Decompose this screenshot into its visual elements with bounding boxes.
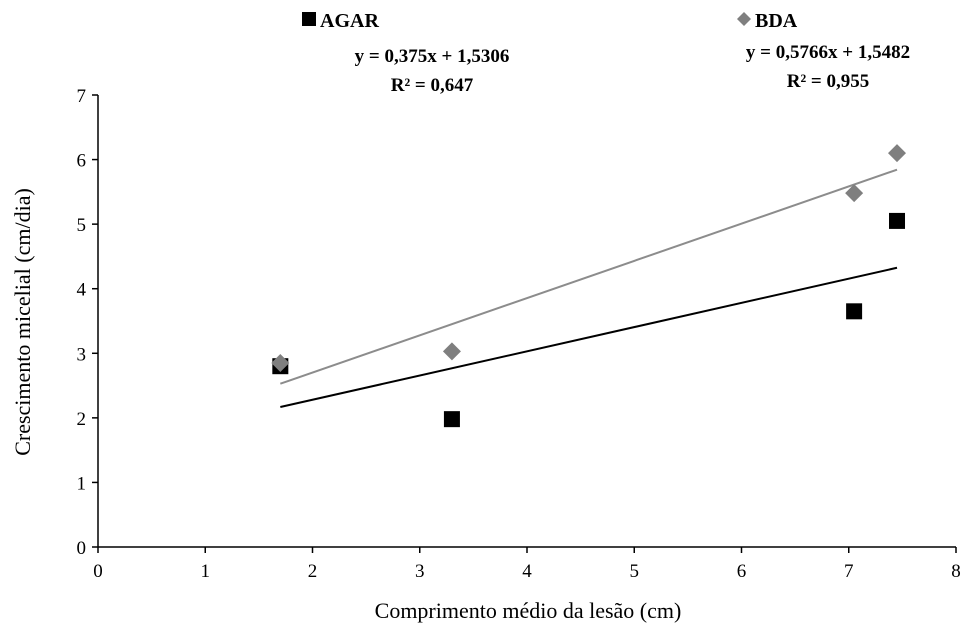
y-axis-title: Crescimento micelial (cm/dia) bbox=[10, 188, 35, 456]
x-tick-label: 6 bbox=[737, 561, 747, 582]
x-axis-title: Comprimento médio da lesão (cm) bbox=[375, 598, 682, 623]
y-tick-label: 4 bbox=[77, 280, 87, 301]
data-point-agar bbox=[889, 212, 906, 229]
x-tick-label: 2 bbox=[308, 561, 318, 582]
legend-bda-label: BDA bbox=[755, 10, 798, 32]
data-point-bda bbox=[845, 184, 864, 203]
equation-labels: y = 0,375x + 1,5306 R² = 0,647 y = 0,576… bbox=[355, 42, 910, 96]
y-tick-label: 3 bbox=[77, 344, 87, 365]
x-tick-label: 8 bbox=[951, 561, 961, 582]
data-points bbox=[271, 144, 907, 428]
legend-agar-marker bbox=[302, 12, 316, 26]
data-point-agar bbox=[846, 303, 863, 320]
y-tick-label: 2 bbox=[77, 409, 87, 430]
x-tick-label: 0 bbox=[93, 561, 103, 582]
trendline-bda bbox=[279, 168, 898, 385]
y-tick-label: 6 bbox=[77, 151, 87, 172]
trendline-agar bbox=[280, 266, 898, 408]
legend-agar-label: AGAR bbox=[320, 10, 379, 32]
x-tick-label: 4 bbox=[522, 561, 532, 582]
axes: 0 1 2 3 4 5 6 7 0 1 2 3 4 5 6 7 8 bbox=[77, 86, 961, 582]
y-tick-label: 1 bbox=[77, 473, 87, 494]
x-tick-label: 5 bbox=[630, 561, 640, 582]
bda-equation: y = 0,5766x + 1,5482 bbox=[746, 42, 910, 63]
y-tick-label: 0 bbox=[77, 538, 87, 559]
data-point-agar bbox=[443, 411, 460, 428]
bda-r-squared: R² = 0,955 bbox=[787, 71, 870, 92]
data-point-bda bbox=[271, 353, 290, 372]
x-tick-label: 3 bbox=[415, 561, 425, 582]
legend-bda-marker bbox=[737, 12, 751, 26]
x-tick-label: 7 bbox=[844, 561, 854, 582]
legend: AGAR BDA bbox=[302, 10, 798, 32]
x-tick-label: 1 bbox=[201, 561, 211, 582]
y-tick-label: 7 bbox=[77, 86, 87, 107]
agar-r-squared: R² = 0,647 bbox=[391, 75, 474, 96]
data-point-bda bbox=[888, 144, 907, 163]
trendlines bbox=[279, 168, 898, 408]
data-point-bda bbox=[442, 342, 461, 361]
y-tick-label: 5 bbox=[77, 215, 87, 236]
agar-equation: y = 0,375x + 1,5306 bbox=[355, 46, 510, 67]
